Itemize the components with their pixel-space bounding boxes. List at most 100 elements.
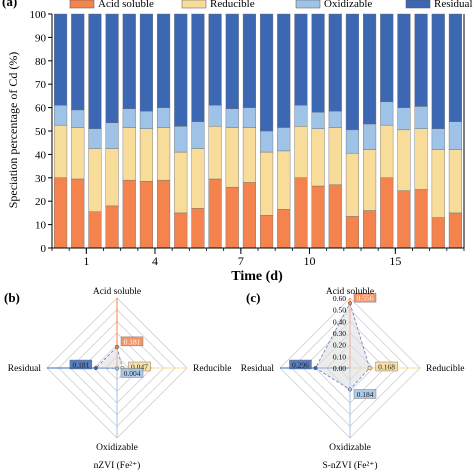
bar-segment-oxidizable: [328, 110, 342, 128]
bar-segment-residual: [139, 13, 153, 112]
y-tick-label: 60: [35, 103, 47, 115]
bar-segment-acid-soluble: [431, 217, 445, 249]
bar-segment-reducible: [363, 149, 377, 211]
bar-segment-reducible: [260, 151, 274, 216]
bar-segment-acid-soluble: [328, 184, 342, 249]
bar-segment-reducible: [311, 128, 325, 187]
x-tick-label: 10: [304, 254, 316, 268]
bar-segment-oxidizable: [242, 107, 256, 128]
bar-segment-reducible: [71, 127, 85, 180]
bar-segment-acid-soluble: [345, 216, 359, 249]
bar-segment-residual: [71, 13, 85, 111]
bar-segment-acid-soluble: [277, 209, 291, 249]
bar-segment-acid-soluble: [157, 179, 171, 249]
bar-segment-residual: [105, 13, 119, 124]
bar-segment-residual: [363, 13, 377, 125]
bar-segment-acid-soluble: [88, 211, 102, 249]
axis-name-oxidizable: Oxidizable: [96, 443, 138, 453]
bar-segment-reducible: [414, 128, 428, 190]
value-label: 0.181: [124, 337, 141, 346]
bar-segment-oxidizable: [71, 109, 85, 128]
radial-tick-label: 0.30: [333, 329, 346, 338]
y-tick-label: 70: [35, 79, 47, 91]
bar-segment-residual: [191, 13, 205, 122]
panel-c-caption: S-nZVI (Fe²⁺): [322, 460, 377, 471]
bar-segment-residual: [88, 13, 102, 129]
bar-segment-acid-soluble: [294, 177, 308, 249]
axis-name-residual: Residual: [241, 364, 275, 374]
y-tick-label: 10: [35, 220, 47, 232]
bar-segment-acid-soluble: [260, 215, 274, 249]
panel-b-caption: nZVI (Fe²⁺): [94, 460, 141, 471]
bar-segment-residual: [328, 13, 342, 112]
bar-segment-reducible: [157, 127, 171, 181]
bar-segment-reducible: [174, 151, 188, 214]
bar-segment-residual: [225, 13, 239, 109]
legend-label: Reducible: [210, 0, 255, 10]
bar-segment-reducible: [225, 127, 239, 188]
bar-segment-acid-soluble: [54, 177, 68, 249]
y-tick-label: 30: [35, 173, 47, 185]
bar-segment-reducible: [345, 153, 359, 217]
bar-segment-residual: [277, 13, 291, 128]
value-label: 0.168: [378, 363, 395, 372]
bar-segment-oxidizable: [174, 126, 188, 153]
x-axis-label: Time (d): [231, 269, 283, 284]
y-tick-label: 0: [41, 243, 47, 255]
y-tick-label: 40: [35, 149, 47, 161]
axis-name-reducible: Reducible: [193, 364, 232, 374]
bar-segment-residual: [122, 13, 136, 109]
bar-segment-reducible: [191, 148, 205, 209]
bar-segment-oxidizable: [397, 107, 411, 131]
bar-segment-acid-soluble: [122, 179, 136, 249]
bar-segment-oxidizable: [311, 112, 325, 129]
radial-tick-label: 0.00: [333, 364, 346, 373]
bar-segment-residual: [294, 13, 308, 106]
axes-group: 0 10 20 30 40 50 60 70 80 90 100 1 4 7 10 15: [30, 9, 465, 268]
bar-segment-acid-soluble: [380, 177, 394, 249]
legend: Acid soluble Reducible Oxidizable Residual: [69, 0, 473, 10]
bar-segment-residual: [397, 13, 411, 108]
legend-swatch: [69, 0, 95, 9]
bar-segment-acid-soluble: [71, 178, 85, 249]
legend-label: Residual: [434, 0, 473, 10]
y-axis-label: Speciation percentage of Cd (%): [6, 52, 20, 209]
bar-segment-acid-soluble: [242, 182, 256, 249]
bar-segment-reducible: [277, 150, 291, 210]
bar-segment-residual: [174, 13, 188, 127]
axis-name-acid: Acid soluble: [93, 287, 141, 297]
bar-segment-acid-soluble: [191, 208, 205, 249]
radar-point: [348, 301, 353, 306]
plot-background: [52, 14, 464, 248]
bar-segment-oxidizable: [260, 130, 274, 153]
axis-name-residual: Residual: [8, 364, 42, 374]
bar-segment-reducible: [105, 148, 119, 207]
bar-segment-acid-soluble: [363, 210, 377, 249]
bar-segment-residual: [380, 13, 394, 102]
legend-label: Acid soluble: [98, 0, 154, 10]
x-tick-label: 1: [83, 254, 89, 268]
y-tick-label: 20: [35, 196, 47, 208]
bar-segment-acid-soluble: [139, 181, 153, 249]
bar-segment-reducible: [397, 129, 411, 191]
radar-point: [93, 366, 98, 371]
radial-tick-label: 0.40: [333, 317, 346, 326]
value-label-box: [289, 359, 312, 370]
radar-point: [114, 366, 119, 371]
x-tick-label: 4: [152, 254, 158, 268]
radial-tick-label: 0.10: [333, 352, 346, 361]
bar-segment-oxidizable: [208, 105, 222, 127]
radar-point: [114, 344, 119, 349]
bar-segment-acid-soluble: [311, 185, 325, 249]
stacked-bar-chart: 0 10 20 30 40 50 60 70 80 90 100 1 4 7 10 15 Acid solub…: [2, 0, 473, 284]
bar-segment-reducible: [328, 127, 342, 186]
y-tick-label: 80: [35, 56, 47, 68]
bar-segment-oxidizable: [191, 121, 205, 149]
radar-chart-snzvi: 0.556 0.168 0.184 0.296 Acid soluble Reducibl…: [241, 287, 465, 453]
bar-segment-acid-soluble: [225, 186, 239, 249]
value-label: 0.047: [131, 363, 148, 372]
bar-segment-oxidizable: [448, 121, 462, 150]
bar-segment-reducible: [88, 148, 102, 212]
bar-segment-reducible: [54, 124, 68, 179]
bar-segment-reducible: [294, 126, 308, 178]
